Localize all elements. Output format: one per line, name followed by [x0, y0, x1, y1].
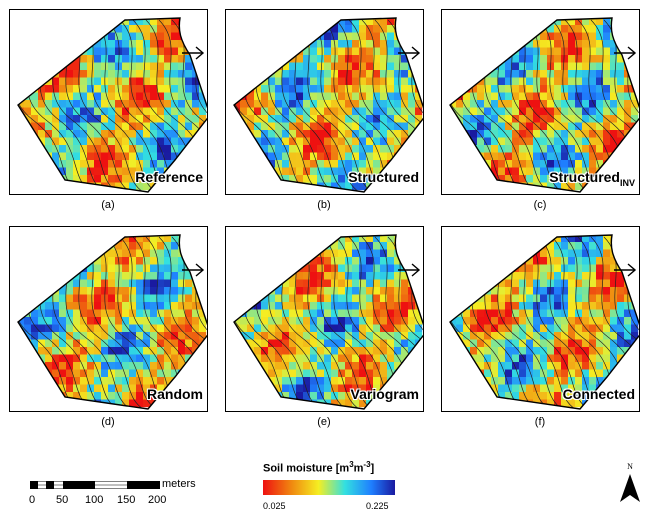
panel-caption-b: (b) — [317, 199, 331, 211]
outlet-arrow-icon — [398, 46, 421, 60]
panel-caption-d: (d) — [101, 416, 115, 428]
outlet-arrow-icon — [182, 46, 205, 60]
outlet-arrow-icon — [182, 263, 205, 277]
scale-tick-150: 150 — [117, 494, 136, 506]
legend-title: Soil moisture [m3m-3] — [263, 460, 375, 475]
panel-title-b: Structured — [348, 169, 419, 186]
scale-unit: meters — [162, 478, 196, 490]
scale-tick-100: 100 — [85, 494, 104, 506]
colorbar — [263, 480, 395, 495]
outlet-arrow-icon — [614, 263, 637, 277]
north-letter: N — [627, 462, 633, 471]
colorbar-min-label: 0.025 — [263, 501, 286, 511]
map-panel-d: Random — [9, 226, 208, 412]
panel-title-e: Variogram — [350, 386, 419, 403]
panel-caption-f: (f) — [534, 416, 546, 428]
scale-tick-0: 0 — [29, 494, 36, 506]
panel-caption-a: (a) — [101, 199, 115, 211]
panel-caption-c: (c) — [533, 199, 547, 211]
panel-title-d: Random — [147, 386, 203, 403]
map-panel-c: StructuredINV — [441, 9, 640, 195]
scale-bar — [30, 481, 160, 489]
north-arrow-icon: N — [620, 462, 640, 502]
map-panel-a: Reference — [9, 9, 208, 195]
map-panel-f: Connected — [441, 226, 640, 412]
outlet-arrow-icon — [398, 263, 421, 277]
panel-caption-e: (e) — [317, 416, 331, 428]
panel-title-c: StructuredINV — [549, 169, 635, 188]
panel-title-a: Reference — [135, 169, 203, 186]
colorbar-max-label: 0.225 — [366, 501, 389, 511]
map-panel-e: Variogram — [225, 226, 424, 412]
outlet-arrow-icon — [614, 46, 637, 60]
map-panel-b: Structured — [225, 9, 424, 195]
scale-tick-50: 50 — [56, 494, 69, 506]
scale-tick-200: 200 — [148, 494, 167, 506]
panel-title-f: Connected — [562, 386, 635, 403]
